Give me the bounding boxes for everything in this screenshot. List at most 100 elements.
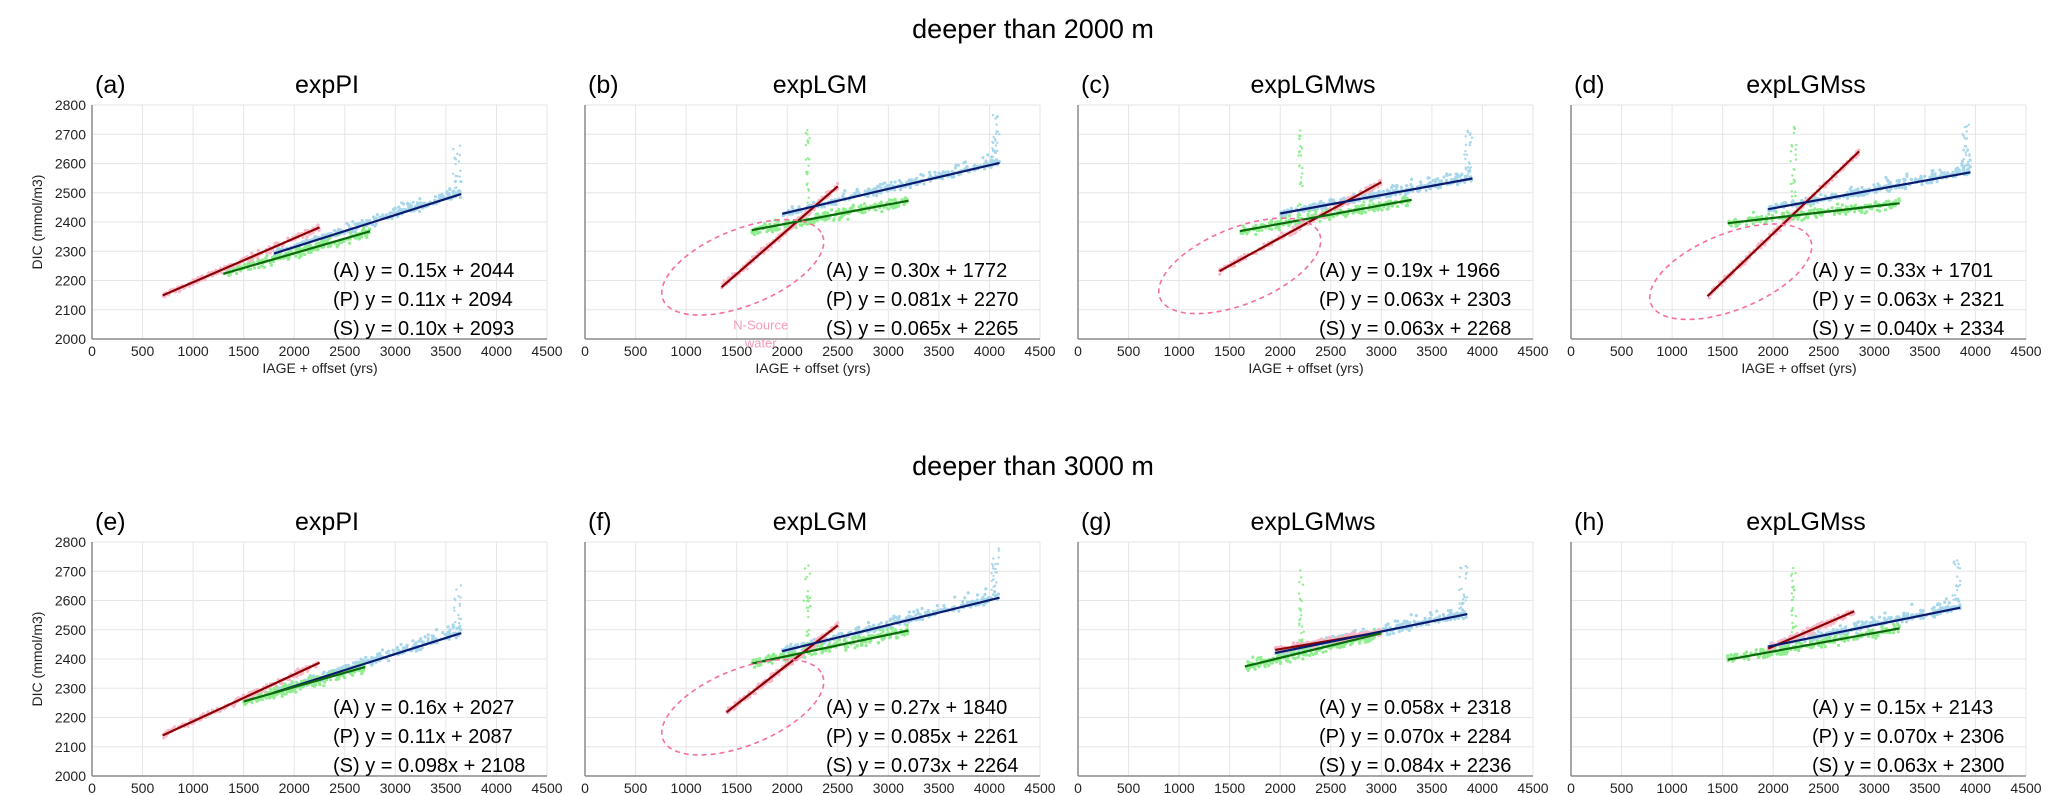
data-point-S: [802, 599, 805, 602]
data-point-S: [1793, 125, 1796, 129]
x-tick-label: 1000: [671, 780, 702, 795]
data-point-A: [249, 259, 253, 263]
data-point-S: [889, 205, 893, 209]
data-point-S: [1865, 210, 1869, 214]
data-point-S: [1790, 190, 1794, 193]
data-point-A: [256, 248, 260, 252]
data-point-P: [437, 195, 441, 199]
data-point-P: [342, 664, 347, 668]
data-point-P: [995, 158, 998, 161]
data-point-P: [1467, 166, 1470, 169]
data-point-S: [880, 637, 884, 641]
data-point-P: [1468, 162, 1472, 166]
data-point-P: [889, 180, 893, 184]
data-point-S: [853, 635, 858, 640]
data-point-P: [454, 158, 458, 161]
data-point-A: [1346, 202, 1350, 206]
data-point-P: [356, 222, 360, 226]
fit-line-A: [720, 185, 839, 289]
data-point-P: [456, 175, 459, 178]
data-point-P: [982, 603, 986, 607]
data-point-P: [935, 604, 939, 608]
x-tick-label: 1500: [1707, 343, 1738, 359]
data-point-S: [1809, 204, 1813, 208]
x-tick-label: 1500: [228, 343, 259, 359]
data-point-S: [844, 648, 848, 652]
data-point-P: [401, 646, 406, 650]
data-point-P: [1962, 148, 1966, 151]
fit-line-P: [273, 632, 462, 694]
data-point-S: [848, 206, 852, 211]
data-point-S: [905, 623, 909, 628]
data-point-P: [1464, 143, 1468, 146]
x-tick-label: 1500: [228, 780, 259, 795]
panel-title: expLGM: [773, 71, 867, 99]
data-point-P: [809, 639, 814, 643]
data-point-P: [1410, 177, 1414, 181]
data-point-S: [328, 678, 332, 682]
panel-title: expPI: [295, 508, 359, 536]
x-tick-label: 2000: [772, 343, 803, 359]
data-point-P: [446, 192, 450, 196]
data-point-P: [459, 584, 462, 587]
data-point-S: [874, 208, 878, 212]
x-tick-label: 0: [1074, 343, 1082, 359]
data-point-P: [1385, 189, 1390, 193]
data-point-P: [378, 215, 382, 219]
data-point-S: [850, 636, 854, 640]
data-point-P: [918, 613, 923, 617]
data-point-P: [459, 169, 462, 172]
panel-title: expLGMws: [1250, 71, 1375, 99]
data-point-P: [409, 204, 414, 208]
data-point-P: [1965, 137, 1969, 140]
data-point-S: [1853, 210, 1857, 214]
data-point-S: [806, 609, 810, 613]
data-point-S: [327, 244, 331, 248]
panel-e: 0 500 1000 1500 2000 2500 3000 3500 4000 45002000…: [29, 508, 563, 795]
data-point-S: [805, 599, 809, 603]
data-point-P: [453, 609, 456, 612]
data-point-S: [1274, 226, 1278, 230]
data-point-S: [770, 661, 774, 665]
x-tick-label: 2500: [329, 780, 360, 795]
data-point-P: [1961, 133, 1964, 136]
x-tick-label: 500: [131, 343, 155, 359]
data-point-S: [846, 217, 850, 221]
x-tick-label: 4000: [481, 343, 512, 359]
data-point-S: [823, 210, 827, 215]
data-point-S: [862, 202, 867, 206]
data-point-P: [1887, 189, 1891, 193]
data-point-P: [1965, 163, 1969, 167]
x-tick-label: 4500: [531, 343, 562, 359]
data-point-S: [903, 196, 907, 200]
data-point-P: [1964, 151, 1967, 154]
data-point-S: [1770, 218, 1774, 222]
data-point-S: [902, 633, 907, 637]
data-point-S: [334, 678, 338, 682]
data-point-S: [1314, 209, 1318, 213]
data-point-P: [994, 144, 998, 147]
data-point-S: [288, 249, 292, 253]
data-point-S: [885, 628, 889, 632]
data-point-S: [812, 220, 816, 224]
x-axis-label: IAGE + offset (yrs): [262, 360, 377, 376]
data-point-P: [457, 160, 460, 163]
data-point-P: [454, 162, 457, 166]
data-point-S: [1774, 210, 1778, 214]
data-point-P: [352, 661, 356, 665]
data-point-S: [844, 208, 848, 212]
data-point-S: [316, 248, 320, 252]
data-point-S: [805, 630, 809, 633]
data-point-S: [1300, 176, 1303, 179]
data-point-S: [1338, 208, 1343, 212]
data-point-P: [893, 180, 897, 184]
data-point-P: [1466, 169, 1470, 173]
data-point-P: [458, 153, 461, 157]
data-point-P: [915, 608, 919, 612]
x-tick-label: 2500: [1808, 343, 1839, 359]
data-point-P: [452, 147, 455, 151]
panel-f: 050010001500200025003000350040004500IAGE…: [581, 508, 1056, 795]
data-point-P: [1968, 158, 1972, 162]
data-point-P: [1962, 136, 1966, 139]
data-point-P: [995, 571, 998, 574]
